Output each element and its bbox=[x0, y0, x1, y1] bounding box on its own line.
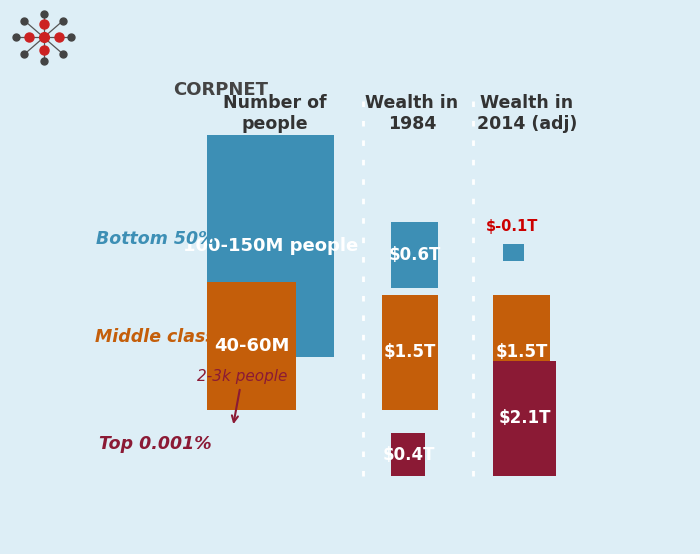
Bar bbox=[391, 433, 426, 476]
Text: CORPNET: CORPNET bbox=[173, 80, 268, 99]
Bar bbox=[207, 282, 296, 410]
Bar bbox=[503, 244, 524, 260]
Bar bbox=[494, 295, 550, 410]
Text: 2-3k people: 2-3k people bbox=[197, 370, 287, 422]
Bar bbox=[382, 295, 438, 410]
Text: Middle class: Middle class bbox=[95, 329, 216, 346]
Text: 40-60M: 40-60M bbox=[214, 337, 289, 355]
Text: Number of
people: Number of people bbox=[223, 94, 326, 133]
Text: Bottom 50%: Bottom 50% bbox=[96, 230, 215, 248]
Text: $1.5T: $1.5T bbox=[496, 343, 547, 361]
Text: 100-150M people: 100-150M people bbox=[183, 237, 358, 255]
Bar bbox=[391, 222, 438, 288]
Text: $0.6T: $0.6T bbox=[389, 246, 441, 264]
Text: Wealth in
2014 (adj): Wealth in 2014 (adj) bbox=[477, 94, 577, 133]
Text: $2.1T: $2.1T bbox=[498, 409, 551, 427]
Text: $1.5T: $1.5T bbox=[384, 343, 437, 361]
Text: $-0.1T: $-0.1T bbox=[486, 219, 538, 234]
Bar bbox=[207, 135, 335, 357]
Bar bbox=[494, 361, 556, 476]
Text: Top 0.001%: Top 0.001% bbox=[99, 435, 211, 453]
Text: $0.4T: $0.4T bbox=[382, 445, 435, 464]
Text: Wealth in
1984: Wealth in 1984 bbox=[365, 94, 459, 133]
